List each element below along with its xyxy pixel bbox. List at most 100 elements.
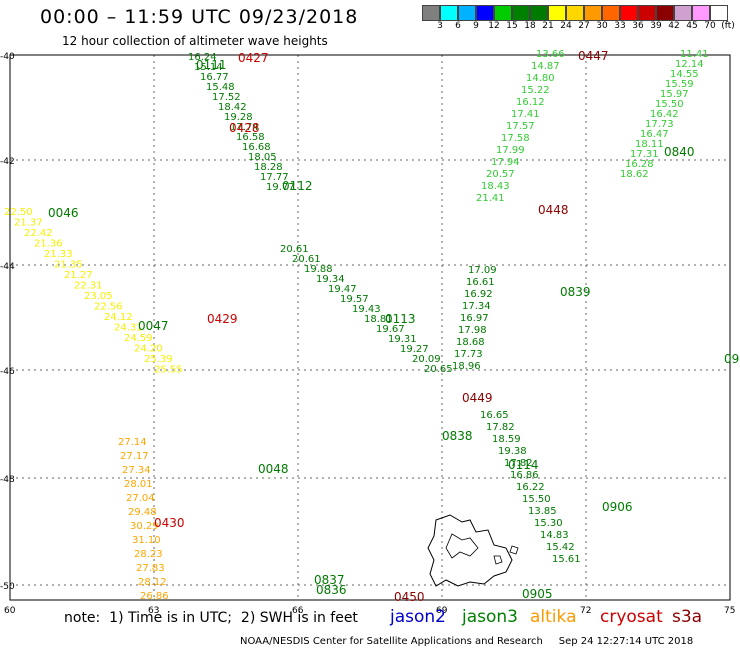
wave-height-value: 16.12 [516,97,545,108]
color-scale-label: 18 [524,21,536,31]
track-0114: 16.6517.8218.5919.3817.8216.8616.2215.50… [480,410,581,565]
wave-height-value: 22.42 [24,228,53,239]
wave-height-value: 17.77 [260,172,289,183]
wave-height-value: 21.36 [34,239,63,250]
color-scale-label: 9 [473,21,479,31]
color-scale-label: (ft) [721,21,735,31]
color-swatch [692,5,710,21]
wave-height-value: 16.47 [640,129,669,140]
wave-height-value: 17.94 [491,157,520,168]
pass-label: 0906 [602,500,633,514]
wave-height-value: 17.82 [486,422,515,433]
longitude-label: 63 [148,606,159,616]
wave-height-value: 19.38 [498,446,527,457]
wave-height-value: 19.88 [304,264,333,275]
color-swatch [602,5,620,21]
wave-height-value: 15.50 [655,99,684,110]
wave-height-value: 19.27 [400,344,429,355]
latitude-label: -50 [0,582,15,592]
wave-height-value: 22.56 [94,302,123,313]
track-0046: 22.5021.3722.4221.3621.3321.3521.2722.31… [4,207,183,376]
wave-height-value: 21.35 [54,260,83,271]
wave-height-value: 20.61 [280,244,309,255]
pass-label: 0112 [282,179,313,193]
latitude-label: -40 [0,52,15,62]
color-scale-label: 70 [704,21,716,31]
pass-label: 0047 [138,319,169,333]
color-swatch [494,5,512,21]
pass-label: 0430 [154,516,185,530]
color-swatch [440,5,458,21]
wave-height-value: 17.58 [501,133,530,144]
color-scale-label: 36 [632,21,644,31]
wave-height-value: 14.55 [670,69,699,80]
wave-height-value: 11.41 [680,49,709,60]
pass-label: 0449 [462,391,493,405]
wave-height-value: 18.05 [248,152,277,163]
wave-height-value: 19.77 [266,182,295,193]
wave-height-value: 14.83 [540,530,569,541]
pass-label: 0448 [538,203,569,217]
pass-label: 0907 [724,352,740,366]
color-scale-label: 21 [542,21,554,31]
color-swatch [512,5,530,21]
longitude-label: 60 [4,606,16,616]
pass-label: 0839 [560,285,591,299]
latitude-label: -44 [0,262,15,272]
wave-height-value: 16.92 [464,289,493,300]
latitude-labels: -40 -42 -44 -46 -48 -50 [0,52,15,592]
color-swatch [566,5,584,21]
wave-height-value: 14.80 [526,73,555,84]
track-0447: 13.6614.8714.8015.2216.1217.4117.5717.58… [476,49,565,204]
pass-label: 0837 [314,573,345,587]
wave-height-value: 20.09 [412,354,441,365]
wave-height-value: 19.57 [340,294,369,305]
kerguelen-island-outline [427,514,519,587]
wave-height-value: 18.68 [456,337,485,348]
wave-height-value: 25.39 [144,354,173,365]
wave-height-value: 30.29 [130,521,159,532]
satellite-legend-altika: altika [530,607,577,627]
wave-height-value: 18.81 [364,314,393,325]
wave-height-value: 19.28 [224,112,253,123]
wave-height-value: 17.98 [458,325,487,336]
wave-height-value: 16.61 [466,277,495,288]
wave-height-value: 27.04 [126,493,155,504]
wave-height-value: 17.31 [630,149,659,160]
wave-height-value: 16.58 [236,132,265,143]
wave-height-value: 19.31 [388,334,417,345]
wave-height-value: 17.09 [468,265,497,276]
wave-height-value: 27.34 [122,465,151,476]
wave-height-value: 15.61 [552,554,581,565]
satellite-legend-cryosat: cryosat [600,607,663,627]
pass-label: 0114 [508,458,539,472]
wave-height-value: 16.65 [480,410,509,421]
wave-height-value: 22.50 [4,207,33,218]
wave-height-value: 17.82 [504,458,533,469]
credit-line: NOAA/NESDIS Center for Satellite Applica… [240,636,694,647]
wave-height-value: 21.41 [476,193,505,204]
color-scale-bar [422,5,728,21]
wave-height-value: 26.86 [140,591,169,602]
color-swatch [638,5,656,21]
wave-height-value: 27.83 [136,563,165,574]
color-swatch [548,5,566,21]
longitude-label: 75 [724,606,735,616]
wave-height-value: 13.66 [536,49,565,60]
wave-height-value: 17.34 [462,301,491,312]
wave-height-value: 20.65 [424,364,453,375]
longitude-label: 66 [292,606,304,616]
track-0427: 16.2415.1416.7715.4817.5218.4219.2817.74… [188,52,295,193]
wave-height-value: 17.57 [506,121,535,132]
latitude-label: -42 [0,157,15,167]
pass-label: 0840 [664,145,695,159]
wave-height-value: 17.73 [454,349,483,360]
wave-height-value: 17.41 [511,109,540,120]
pass-labels: 0427 0428 0429 0430 0447 0448 0449 0450 0046 0047… [48,49,740,604]
pass-label: 0113 [385,312,416,326]
pass-label: 0838 [442,429,473,443]
color-scale-label: 42 [668,21,680,31]
wave-height-value: 16.42 [650,109,679,120]
color-swatch [476,5,494,21]
